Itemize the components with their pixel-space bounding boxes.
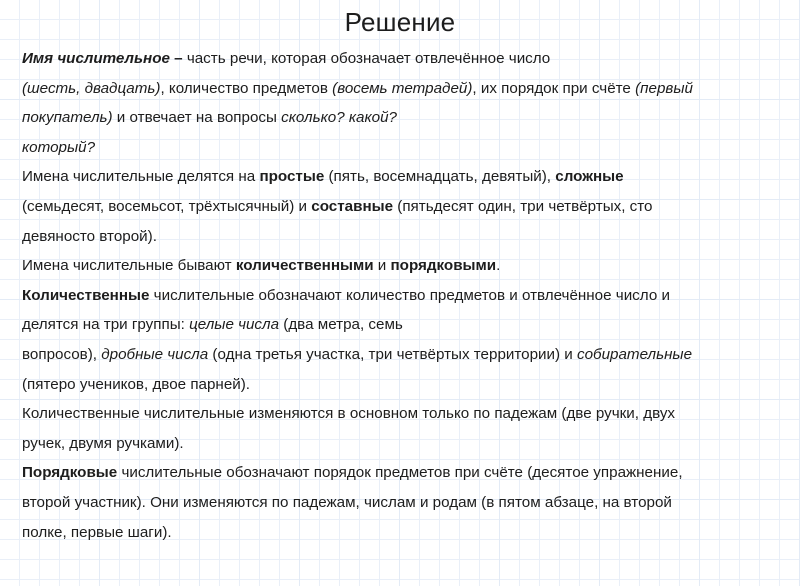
text-line: Имя числительное – часть речи, которая о… bbox=[22, 44, 778, 74]
text-run: . bbox=[496, 257, 501, 275]
text-line: покупатель) и отвечает на вопросы скольк… bbox=[22, 103, 778, 133]
text-run: (первый bbox=[635, 79, 693, 97]
text-run: (два метра, семь bbox=[279, 316, 403, 334]
text-run: Порядковые bbox=[22, 464, 118, 482]
text-run: (восемь тетрадей) bbox=[332, 79, 473, 97]
text-run: (семьдесят, восемьсот, трёхтысячный) и bbox=[22, 197, 312, 215]
text-run: простые bbox=[259, 168, 325, 186]
text-run: вопросов), bbox=[22, 345, 102, 363]
page-title: Решение bbox=[344, 7, 456, 37]
text-run: и bbox=[373, 257, 391, 275]
text-run: Имена числительные бывают bbox=[22, 257, 236, 275]
text-line: Количественные числительные изменяются в… bbox=[22, 399, 778, 429]
text-run: числительные обозначают количество предм… bbox=[149, 286, 670, 304]
text-run: Имена числительные делятся на bbox=[22, 168, 260, 186]
paragraph-cardinal-declension: Количественные числительные изменяются в… bbox=[22, 399, 778, 458]
text-run: девяносто второй). bbox=[22, 227, 157, 245]
text-run: который? bbox=[22, 138, 96, 156]
text-run: – bbox=[169, 50, 187, 67]
text-run: количественными bbox=[235, 257, 374, 275]
text-line: Количественные числительные обозначают к… bbox=[22, 281, 778, 311]
text-run: покупатель) bbox=[22, 109, 113, 127]
text-run: (одна третья участка, три четвёртых терр… bbox=[208, 345, 577, 363]
text-line: Имена числительные бывают количественным… bbox=[22, 251, 778, 281]
text-line: делятся на три группы: целые числа (два … bbox=[22, 310, 778, 340]
text-run: составные bbox=[311, 197, 394, 215]
text-run: полке, первые шаги). bbox=[22, 523, 172, 541]
text-run: дробные числа bbox=[101, 345, 209, 363]
paragraph-ordinal-description: Порядковые числительные обозначают поряд… bbox=[22, 458, 778, 547]
text-run: собирательные bbox=[577, 345, 693, 363]
text-line: (пятеро учеников, двое парней). bbox=[22, 370, 778, 400]
text-run: (пятьдесят один, три четвёртых, сто bbox=[393, 197, 653, 215]
text-line: полке, первые шаги). bbox=[22, 518, 778, 548]
text-run: (пятеро учеников, двое парней). bbox=[22, 375, 251, 393]
text-run: (шесть, двадцать) bbox=[22, 79, 161, 97]
text-line: девяносто второй). bbox=[22, 222, 778, 252]
text-line: который? bbox=[22, 133, 778, 163]
text-run: и отвечает на вопросы bbox=[112, 109, 282, 127]
text-line: вопросов), дробные числа (одна третья уч… bbox=[22, 340, 778, 370]
text-run: порядковыми bbox=[390, 257, 497, 275]
text-run: (пять, восемнадцать, девятый), bbox=[324, 168, 556, 186]
text-run: второй участник). Они изменяются по паде… bbox=[22, 493, 672, 511]
text-run: Количественные числительные изменяются в… bbox=[22, 405, 676, 423]
text-line: (шесть, двадцать), количество предметов … bbox=[22, 74, 778, 104]
text-run: сколько? какой? bbox=[281, 109, 397, 127]
paragraph-cardinal-ordinal: Имена числительные бывают количественным… bbox=[22, 251, 778, 281]
paragraph-cardinal-groups: Количественные числительные обозначают к… bbox=[22, 281, 778, 399]
document-content: Решение Имя числительное – часть речи, к… bbox=[0, 7, 800, 547]
text-run: целые числа bbox=[189, 316, 280, 334]
text-run: часть речи, которая обозначает отвлечённ… bbox=[186, 50, 551, 67]
text-run: Количественные bbox=[22, 286, 150, 304]
paragraph-simple-complex-compound: Имена числительные делятся на простые (п… bbox=[22, 162, 778, 251]
text-run: ручек, двумя ручками). bbox=[22, 434, 184, 452]
document-body: Имя числительное – часть речи, которая о… bbox=[0, 44, 800, 547]
paragraph-definition: Имя числительное – часть речи, которая о… bbox=[22, 44, 778, 162]
text-run: , количество предметов bbox=[160, 79, 333, 97]
text-line: ручек, двумя ручками). bbox=[22, 429, 778, 459]
text-run: делятся на три группы: bbox=[22, 316, 190, 334]
text-run: сложные bbox=[555, 168, 624, 186]
text-line: Порядковые числительные обозначают поряд… bbox=[22, 458, 778, 488]
text-run: Имя числительное bbox=[22, 50, 170, 67]
text-line: Имена числительные делятся на простые (п… bbox=[22, 162, 778, 192]
text-line: второй участник). Они изменяются по паде… bbox=[22, 488, 778, 518]
text-run: , их порядок при счёте bbox=[472, 79, 636, 97]
text-line: (семьдесят, восемьсот, трёхтысячный) и с… bbox=[22, 192, 778, 222]
text-run: числительные обозначают порядок предмето… bbox=[117, 464, 683, 482]
